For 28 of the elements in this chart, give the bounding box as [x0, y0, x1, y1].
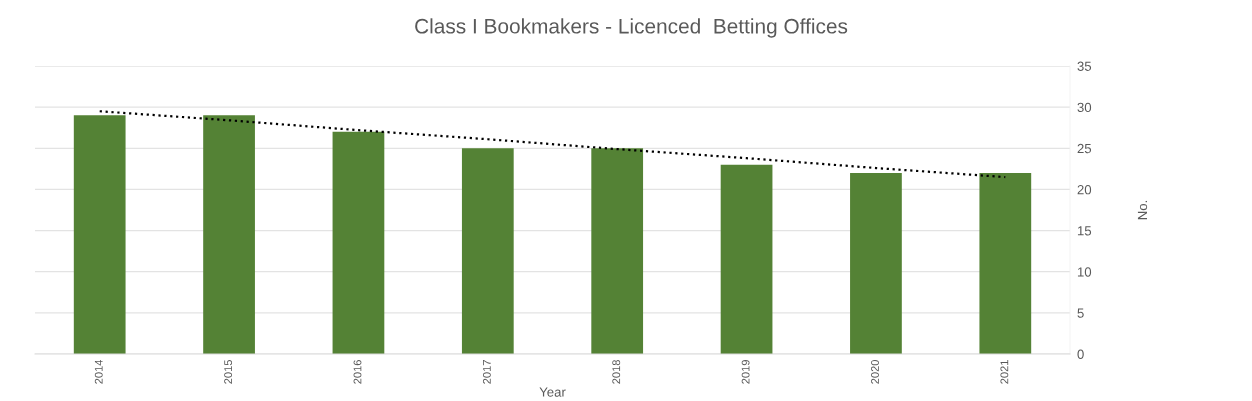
chart-title: Class I Bookmakers - Licenced Betting Offices [415, 18, 848, 38]
bar [591, 148, 644, 354]
y-tick-label: 0 [1077, 349, 1084, 359]
bar [720, 164, 773, 354]
x-tick-label: 2020 [871, 359, 879, 384]
y-tick-label: 20 [1077, 185, 1092, 195]
y-tick-label: 15 [1077, 226, 1092, 236]
y-tick-label: 30 [1077, 102, 1092, 113]
y-tick-label: 10 [1077, 267, 1092, 277]
bar [73, 115, 126, 354]
x-tick-label: 2017 [482, 360, 491, 384]
x-tick-label: 2015 [224, 360, 233, 384]
y-axis-title: No. [1137, 200, 1148, 220]
x-tick-label: 2014 [94, 359, 103, 384]
x-tick-label: 2021 [1000, 360, 1009, 384]
bar [850, 172, 902, 354]
x-tick-label: 2018 [612, 360, 621, 384]
bar [979, 172, 1032, 354]
y-tick-label: 5 [1077, 308, 1084, 318]
line-series [98, 110, 1007, 179]
bar [461, 148, 514, 354]
bar [203, 115, 255, 354]
x-tick-label: 2019 [741, 360, 750, 384]
x-tick-label: 2016 [353, 360, 362, 384]
x-axis-title: Year [539, 387, 566, 397]
y-tick-label: 25 [1077, 143, 1092, 154]
bar [332, 131, 385, 354]
y-tick-label: 35 [1077, 61, 1092, 71]
